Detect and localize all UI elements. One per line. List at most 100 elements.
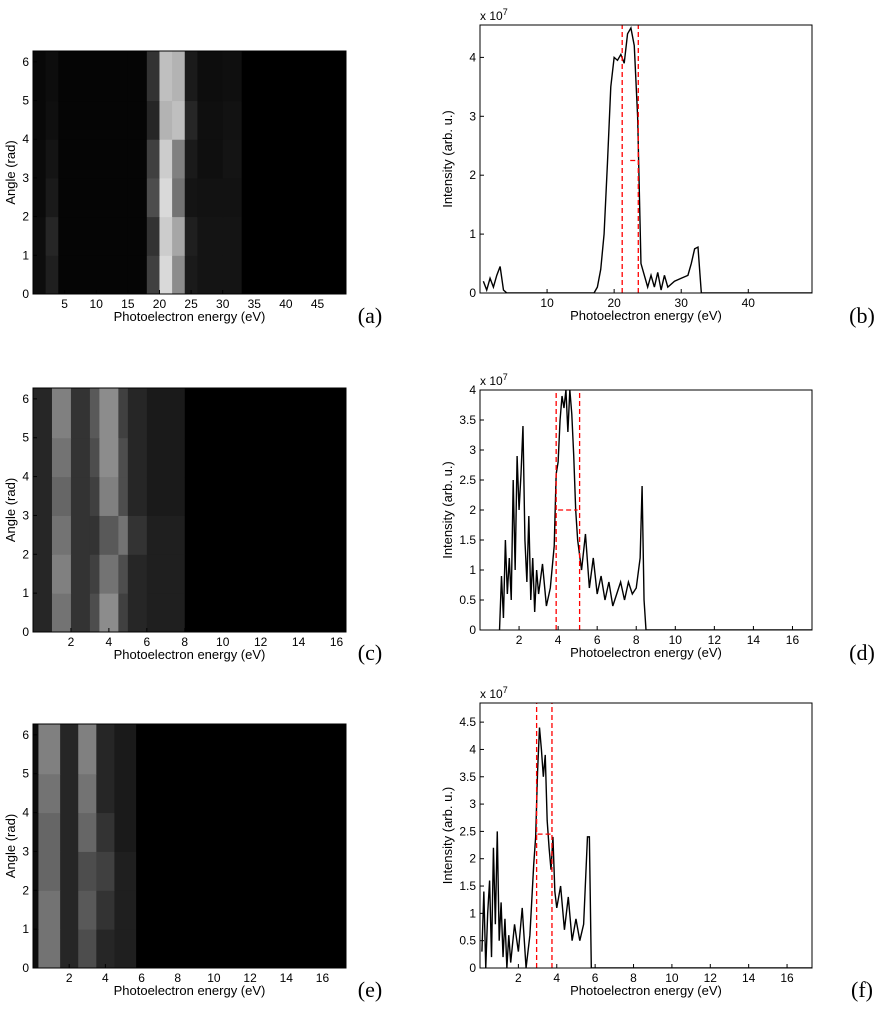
heatmap-cell — [99, 593, 119, 632]
heatmap-cell — [146, 476, 186, 516]
x-axis-label: Photoelectron energy (eV) — [570, 308, 722, 323]
heatmap-cell — [38, 929, 61, 968]
x-tick-label: 6 — [143, 635, 150, 649]
y-offset-text: x 107 — [480, 7, 508, 23]
heatmap-cell — [70, 593, 91, 632]
plot-area — [33, 724, 346, 968]
heatmap-cell — [58, 51, 129, 102]
heatmap-cell — [51, 437, 72, 478]
plot-area — [482, 25, 812, 293]
heatmap-cell — [197, 177, 224, 218]
heatmap-cell — [146, 139, 160, 179]
heatmap-cell — [146, 515, 186, 555]
x-tick-label: 14 — [742, 971, 756, 985]
heatmap-cell — [184, 554, 346, 594]
x-tick-label: 10 — [669, 633, 683, 647]
x-tick-label: 40 — [742, 296, 756, 310]
x-tick-label: 2 — [515, 971, 522, 985]
y-tick-label: 6 — [22, 55, 29, 69]
heatmap-cell — [89, 515, 100, 555]
axes-box — [479, 389, 813, 631]
heatmap-cell — [172, 100, 186, 140]
y-tick-label: 1 — [22, 922, 29, 936]
heatmap-cell — [33, 812, 39, 852]
plot-area — [498, 390, 812, 630]
heatmap-cell — [38, 812, 61, 852]
x-tick-label: 2 — [68, 635, 75, 649]
heatmap-cell — [114, 724, 137, 775]
x-tick-label: 35 — [248, 297, 262, 311]
heatmap-cell — [118, 593, 129, 632]
heatmap-cell — [222, 255, 243, 294]
y-tick-label: 1 — [22, 586, 29, 600]
y-tick-label: 4 — [469, 383, 476, 397]
heatmap-cell — [184, 437, 346, 478]
heatmap-cell — [78, 812, 97, 852]
x-tick-label: 5 — [61, 297, 68, 311]
heatmap-cell — [159, 100, 173, 140]
heatmap-cell — [184, 388, 346, 439]
y-tick-label: 0 — [22, 287, 29, 301]
heatmap-cell — [222, 177, 243, 218]
heatmap-cell — [118, 388, 129, 439]
heatmap-cell — [33, 929, 39, 968]
heatmap-cell — [78, 890, 97, 930]
x-tick-label: 6 — [592, 971, 599, 985]
x-tick-label: 40 — [279, 297, 293, 311]
heatmap-cell — [33, 100, 47, 140]
y-tick-label: 0 — [469, 623, 476, 637]
heatmap-cell — [45, 51, 59, 102]
x-tick-label: 4 — [553, 971, 560, 985]
heatmap-cell — [127, 515, 148, 555]
y-tick-label: 2 — [469, 852, 476, 866]
y-offset-base: x 10 — [480, 687, 503, 701]
heatmap-cell — [114, 929, 137, 968]
axes-box — [32, 387, 347, 633]
x-tick-label: 20 — [607, 296, 621, 310]
heatmap-cell — [146, 51, 160, 102]
heatmap-cell — [33, 593, 53, 632]
x-tick-label: 10 — [665, 971, 679, 985]
y-tick-label: 0 — [469, 286, 476, 300]
y-offset-text: x 107 — [480, 685, 508, 701]
heatmap-cell — [136, 773, 346, 814]
panel-label: (d) — [849, 640, 875, 665]
heatmap-cell — [222, 216, 243, 256]
x-tick-label: 12 — [704, 971, 718, 985]
panel-label: (c) — [358, 640, 382, 665]
heatmap-cell — [45, 255, 59, 294]
y-tick-label: 4 — [22, 806, 29, 820]
y-tick-label: 4.5 — [459, 715, 476, 729]
x-axis-label: Photoelectron energy (eV) — [114, 309, 266, 324]
x-tick-label: 16 — [330, 635, 344, 649]
heatmap-cell — [197, 216, 224, 256]
heatmap-cell — [172, 255, 186, 294]
heatmap-cell — [118, 437, 129, 478]
y-tick-label: 2 — [22, 210, 29, 224]
heatmap-cell — [241, 255, 346, 294]
x-tick-label: 6 — [594, 633, 601, 647]
x-tick-label: 20 — [153, 297, 167, 311]
y-axis-label: Intensity (arb. u.) — [440, 461, 455, 559]
heatmap-cell — [99, 476, 119, 516]
heatmap-cell — [33, 388, 53, 439]
heatmap-cell — [96, 929, 115, 968]
heatmap-cell — [241, 51, 346, 102]
x-tick-label: 12 — [254, 635, 268, 649]
y-tick-label: 0 — [22, 961, 29, 975]
heatmap-cell — [33, 890, 39, 930]
heatmap-cell — [33, 851, 39, 891]
heatmap-cell — [136, 812, 346, 852]
heatmap-cell — [172, 216, 186, 256]
heatmap-cell — [45, 139, 59, 179]
heatmap-cell — [184, 177, 198, 218]
y-tick-label: 0 — [22, 625, 29, 639]
y-tick-label: 0.5 — [459, 593, 476, 607]
heatmap-cell — [127, 255, 148, 294]
heatmap-cell — [33, 51, 47, 102]
heatmap-cell — [58, 177, 129, 218]
heatmap-cell — [127, 593, 148, 632]
heatmap-cell — [70, 554, 91, 594]
heatmap-cell — [33, 139, 47, 179]
